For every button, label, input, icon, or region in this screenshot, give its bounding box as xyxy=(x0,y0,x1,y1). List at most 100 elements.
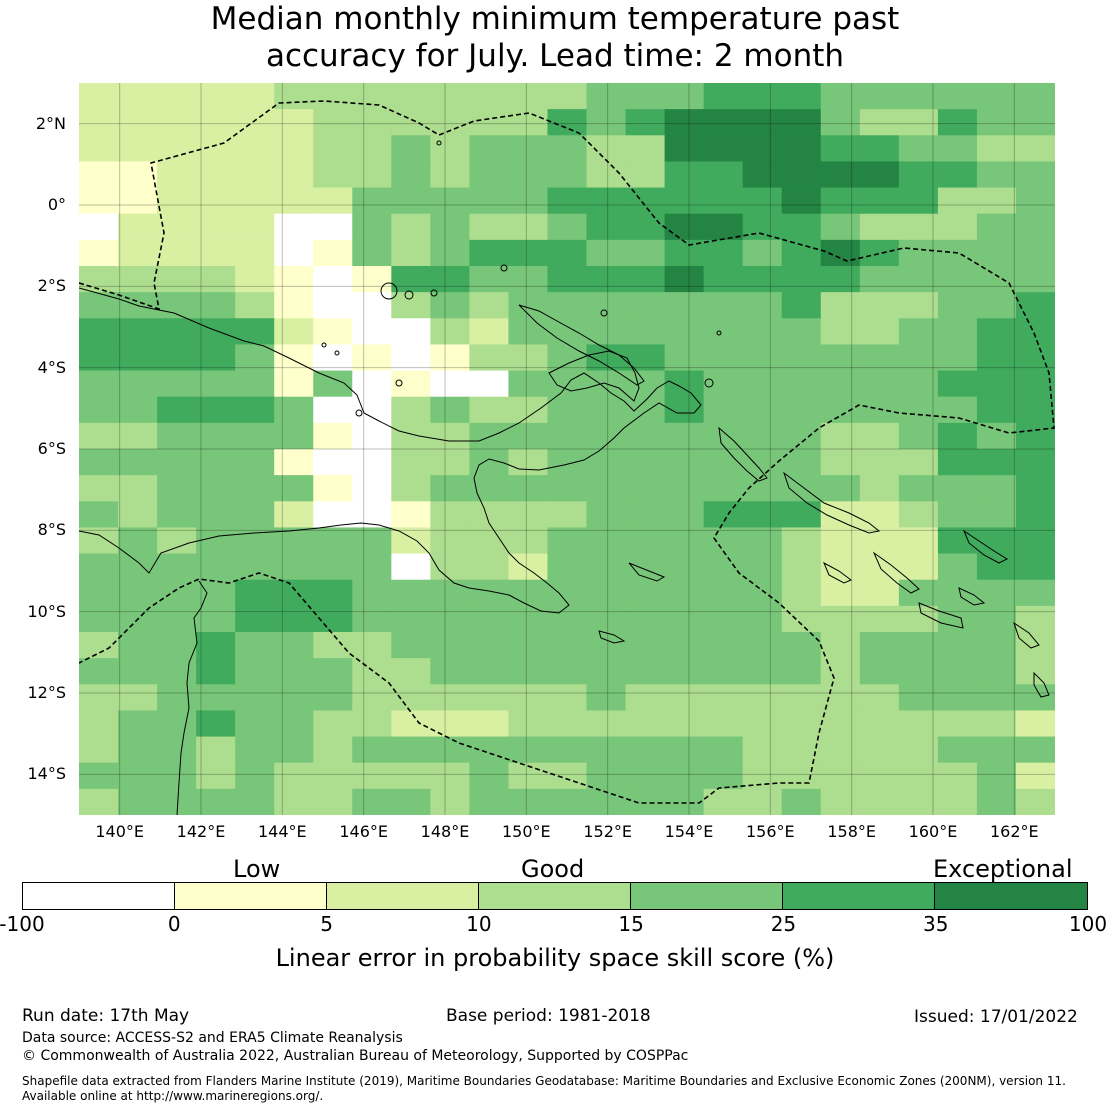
heatmap-cell xyxy=(820,422,861,450)
heatmap-cell xyxy=(703,292,744,319)
heatmap-cell xyxy=(664,266,705,293)
colorbar-segment xyxy=(631,883,783,909)
heatmap-cell xyxy=(742,109,783,136)
heatmap-cell xyxy=(742,684,783,712)
heatmap-cell xyxy=(703,605,744,633)
heatmap-cell xyxy=(469,135,510,163)
heatmap-cell xyxy=(625,239,666,267)
heatmap-cell xyxy=(859,213,900,241)
heatmap-cell xyxy=(157,396,197,424)
eez-boundaries xyxy=(79,100,1055,804)
heatmap-cell xyxy=(664,553,705,581)
heatmap-cell xyxy=(313,266,353,293)
heatmap-cell xyxy=(703,788,744,815)
heatmap-cell xyxy=(1015,109,1055,136)
heatmap-cell xyxy=(235,579,275,607)
heatmap-cell xyxy=(976,475,1017,502)
heatmap-cell xyxy=(430,475,470,502)
colorbar-label-exceptional: Exceptional xyxy=(933,855,1073,883)
heatmap-cell xyxy=(547,736,588,764)
heatmap-cell xyxy=(742,527,783,555)
heatmap-cell xyxy=(79,762,119,790)
heatmap-cell xyxy=(391,292,431,319)
heatmap-cell xyxy=(1015,266,1055,293)
heatmap-cell xyxy=(703,239,744,267)
heatmap-cell xyxy=(508,501,549,529)
heatmap-cell xyxy=(547,135,588,163)
heatmap-cell xyxy=(586,710,627,738)
heatmap-cell xyxy=(235,684,275,712)
heatmap-cell xyxy=(430,370,470,398)
heatmap-cell xyxy=(1015,318,1055,346)
heatmap-cell xyxy=(118,475,158,502)
heatmap-cell xyxy=(157,83,197,110)
heatmap-cell xyxy=(313,135,353,163)
heatmap-cell xyxy=(664,475,705,502)
heatmap-cell xyxy=(469,475,510,502)
heatmap-cell xyxy=(235,161,275,189)
heatmap-cell xyxy=(859,736,900,764)
heatmap-cell xyxy=(235,553,275,581)
heatmap-cell xyxy=(118,736,158,764)
heatmap-cell xyxy=(586,605,627,633)
heatmap-cell xyxy=(157,736,197,764)
heatmap-cell xyxy=(898,658,939,685)
heatmap-cell xyxy=(664,370,705,398)
heatmap-cell xyxy=(196,370,236,398)
new-britain-coastline xyxy=(548,350,640,402)
heatmap-cell xyxy=(859,632,900,659)
heatmap-cell xyxy=(586,632,627,659)
heatmap-cell xyxy=(352,632,392,659)
colorbar-tick-label: 35 xyxy=(922,912,949,936)
heatmap-cell xyxy=(391,344,431,372)
heatmap-cell xyxy=(742,422,783,450)
heatmap-cell xyxy=(547,187,588,215)
heatmap-cell xyxy=(1015,762,1055,790)
heatmap-cell xyxy=(391,449,431,476)
heatmap-cell xyxy=(547,266,588,293)
latitude-label: 0° xyxy=(47,195,66,214)
heatmap-cell xyxy=(625,422,666,450)
heatmap-cell xyxy=(274,83,314,110)
heatmap-cell xyxy=(937,658,978,685)
heatmap-cell xyxy=(898,370,939,398)
heatmap-cell xyxy=(79,579,119,607)
heatmap-cell xyxy=(703,83,744,110)
heatmap-cell xyxy=(703,527,744,555)
heatmap-cell xyxy=(391,396,431,424)
shapefile-credit-line-1: Shapefile data extracted from Flanders M… xyxy=(22,1074,1066,1088)
heatmap-cell xyxy=(664,501,705,529)
heatmap-cell xyxy=(157,553,197,581)
heatmap-cell xyxy=(781,553,822,581)
heatmap-cell xyxy=(820,292,861,319)
heatmap-cell xyxy=(157,449,197,476)
heatmap-cell xyxy=(781,710,822,738)
heatmap-cell xyxy=(430,553,470,581)
heatmap-cell xyxy=(469,422,510,450)
heatmap-cell xyxy=(352,109,392,136)
heatmap-cell xyxy=(781,762,822,790)
heatmap-cell xyxy=(157,292,197,319)
heatmap-cell xyxy=(703,318,744,346)
heatmap-cell xyxy=(820,579,861,607)
heatmap-cell xyxy=(859,475,900,502)
heatmap-cell xyxy=(859,266,900,293)
heatmap-cell xyxy=(742,83,783,110)
heatmap-cell xyxy=(898,605,939,633)
heatmap-cell xyxy=(937,109,978,136)
heatmap-cell xyxy=(235,318,275,346)
heatmap-cell xyxy=(976,396,1017,424)
heatmap-cell xyxy=(430,788,470,815)
heatmap-cell xyxy=(118,135,158,163)
heatmap-cell xyxy=(547,553,588,581)
heatmap-cell xyxy=(430,239,470,267)
heatmap-cell xyxy=(898,213,939,241)
heatmap-cell xyxy=(352,475,392,502)
heatmap-cell xyxy=(508,187,549,215)
heatmap-cell xyxy=(196,292,236,319)
heatmap-cell xyxy=(781,135,822,163)
heatmap-cell xyxy=(820,658,861,685)
heatmap-cell xyxy=(196,109,236,136)
heatmap-cell xyxy=(79,239,119,267)
heatmap-cell xyxy=(859,344,900,372)
